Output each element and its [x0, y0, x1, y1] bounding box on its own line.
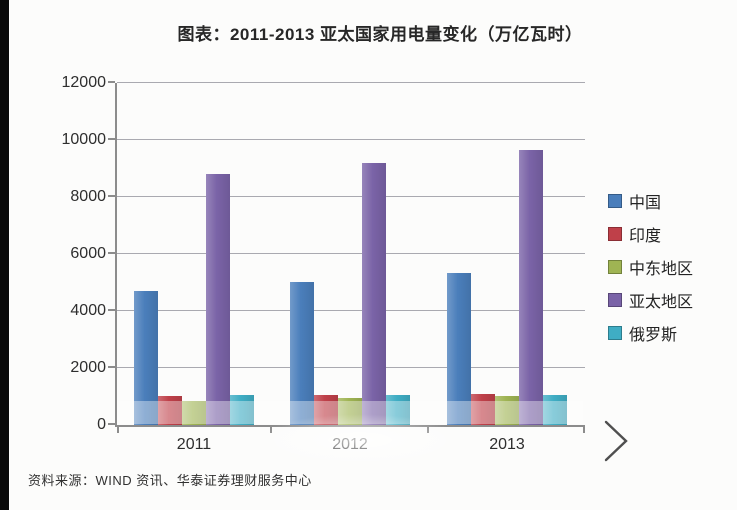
- x-tick-label-2012: 2012: [332, 436, 368, 453]
- legend-label-middle-east: 中东地区: [629, 260, 694, 278]
- legend-swatch-russia: [608, 325, 622, 340]
- bar-middle-east-2011: [182, 401, 206, 425]
- x-tick-label-2011: 2011: [176, 436, 212, 453]
- source-note: 资料来源：WIND 资讯、华泰证券理财服务中心: [28, 473, 312, 488]
- legend-item-china: 中国: [608, 189, 693, 212]
- y-axis: 0 2000 4000 6000 8000 10000 12000: [0, 74, 107, 433]
- chart-title: 图表：2011-2013 亚太国家用电量变化（万亿瓦时）: [177, 25, 583, 44]
- bar-group-2013: 2013: [447, 83, 567, 453]
- bar-india-2013: [471, 394, 495, 425]
- y-tick-0: [108, 423, 115, 425]
- y-tick-label-2000: 2000: [70, 359, 106, 376]
- y-tick-12000: [108, 81, 115, 83]
- bar-russia-2013: [543, 395, 567, 425]
- gridline-4000: [117, 310, 585, 311]
- gridline-8000: [117, 196, 585, 197]
- y-tick-label-0: 0: [97, 416, 106, 433]
- x-tick-0: [117, 427, 119, 433]
- legend-item-middle-east: 中东地区: [608, 255, 693, 278]
- bar-india-2012: [314, 395, 338, 425]
- bar-asia-pacific-2012: [362, 163, 386, 425]
- y-tick-label-10000: 10000: [61, 131, 107, 148]
- legend-label-russia: 俄罗斯: [629, 326, 678, 344]
- left-black-border: [0, 0, 9, 510]
- bar-asia-pacific-2011: [206, 174, 230, 425]
- bar-asia-pacific-2013: [519, 150, 543, 425]
- legend-item-russia: 俄罗斯: [608, 321, 693, 344]
- gridline-6000: [117, 253, 585, 254]
- x-tick-3: [583, 427, 585, 433]
- legend-item-asia-pacific: 亚太地区: [608, 288, 693, 311]
- x-tick-label-2013: 2013: [489, 436, 525, 453]
- bar-russia-2011: [230, 395, 254, 425]
- bar-middle-east-2012: [338, 398, 362, 425]
- y-tick-label-4000: 4000: [70, 302, 106, 319]
- chevron-right-icon[interactable]: [601, 418, 631, 464]
- y-tick-10000: [108, 138, 115, 140]
- bar-middle-east-2013: [495, 396, 519, 425]
- x-tick-2: [427, 427, 429, 433]
- y-tick-label-6000: 6000: [70, 245, 106, 262]
- legend-label-china: 中国: [629, 194, 662, 212]
- legend-swatch-asia-pacific: [608, 292, 622, 307]
- bar-china-2013: [447, 273, 471, 425]
- x-tick-1: [270, 427, 272, 433]
- legend-swatch-middle-east: [608, 259, 622, 274]
- y-tick-2000: [108, 366, 115, 368]
- legend-label-india: 印度: [629, 227, 662, 245]
- y-tick-8000: [108, 195, 115, 197]
- plot-area: 2011 2012 2013: [108, 81, 585, 453]
- legend-swatch-india: [608, 226, 622, 241]
- legend-label-asia-pacific: 亚太地区: [629, 293, 694, 311]
- y-tick-4000: [108, 309, 115, 311]
- bar-group-2011: 2011: [134, 83, 254, 453]
- y-tick-6000: [108, 252, 115, 254]
- bar-group-2012: 2012: [290, 83, 410, 453]
- bar-china-2012: [290, 282, 314, 425]
- legend-item-india: 印度: [608, 222, 693, 245]
- legend-swatch-china: [608, 193, 622, 208]
- gridline-2000: [117, 367, 585, 368]
- bar-china-2011: [134, 291, 158, 425]
- bar-russia-2012: [386, 395, 410, 425]
- bar-india-2011: [158, 396, 182, 425]
- gridline-12000: [117, 82, 585, 83]
- legend: 中国印度中东地区亚太地区俄罗斯: [608, 189, 693, 344]
- y-tick-label-12000: 12000: [61, 74, 107, 91]
- gridline-10000: [117, 139, 585, 140]
- y-tick-label-8000: 8000: [70, 188, 106, 205]
